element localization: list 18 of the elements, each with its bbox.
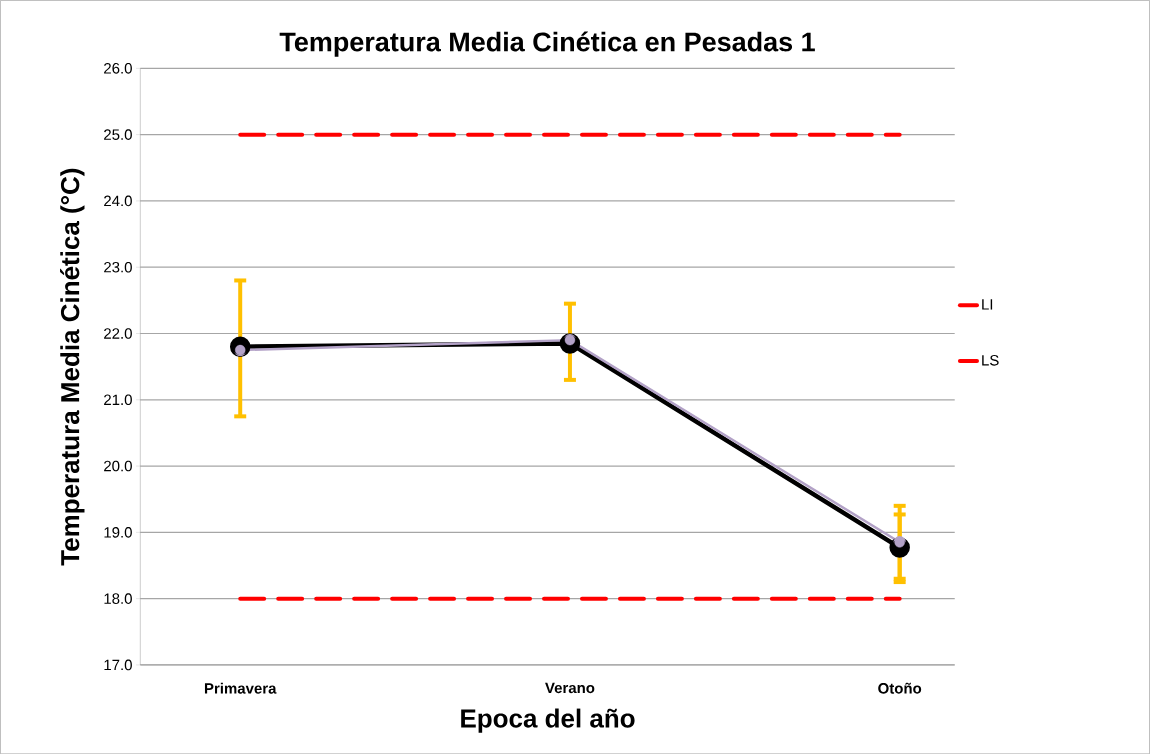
- y-tick-label: 19.0: [104, 526, 132, 538]
- legend-label: LS: [982, 354, 999, 366]
- y-tick-label: 21.0: [104, 394, 132, 405]
- y-tick-label: 20.0: [104, 460, 132, 472]
- y-tick-label: 25.0: [104, 129, 132, 140]
- x-axis-title: Epoca del año: [461, 708, 635, 733]
- y-axis-title: Temperatura Media Cinética (°C): [60, 168, 85, 566]
- y-tick-label: 17.0: [104, 659, 132, 671]
- legend-label: LI: [982, 299, 993, 310]
- y-tick-label: 24.0: [104, 195, 132, 207]
- x-tick-label: Verano: [545, 682, 595, 694]
- chart-title: Temperatura Media Cinética en Pesadas 1: [279, 31, 815, 57]
- y-tick-label: 22.0: [104, 328, 132, 339]
- x-tick-label: Primavera: [204, 682, 277, 694]
- y-tick-label: 23.0: [104, 261, 132, 273]
- y-tick-label: 26.0: [104, 62, 132, 74]
- x-tick-label: Otoño: [878, 682, 922, 694]
- y-tick-label: 18.0: [104, 593, 132, 604]
